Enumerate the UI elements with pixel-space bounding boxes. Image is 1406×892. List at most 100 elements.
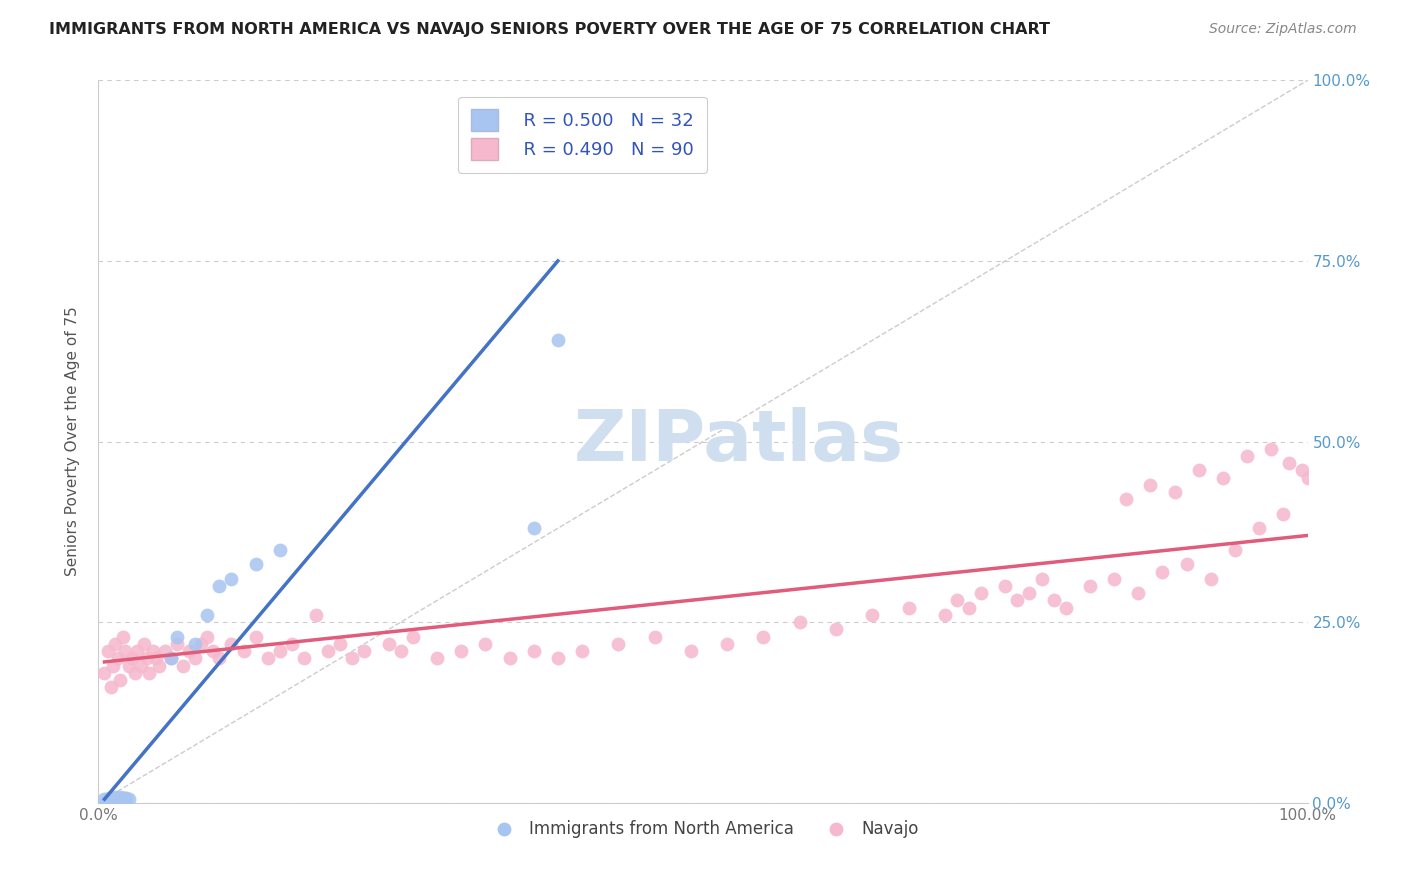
Point (994, 579, 1017, 593)
Point (97, 644, 120, 658)
Point (679, 644, 702, 658)
Point (166, 630, 188, 644)
Point (221, 572, 243, 586)
Point (474, 637, 496, 651)
Point (897, 600, 920, 615)
Point (789, 615, 811, 630)
Point (1296, 470, 1319, 484)
Point (970, 586, 993, 600)
Point (523, 644, 546, 658)
Point (208, 651, 231, 665)
Point (114, 644, 136, 658)
Point (145, 651, 167, 665)
Point (107, 651, 129, 665)
Point (134, 637, 156, 651)
Point (1042, 593, 1064, 607)
Point (108, 793, 131, 807)
Point (127, 644, 149, 658)
Point (1139, 478, 1161, 492)
Point (105, 790, 128, 805)
Point (118, 658, 141, 673)
Point (1212, 470, 1234, 484)
Point (860, 607, 883, 622)
Point (1115, 492, 1137, 507)
Point (1128, 586, 1150, 600)
Point (644, 630, 666, 644)
Point (195, 607, 218, 622)
Point (1291, 463, 1313, 477)
Point (1102, 572, 1125, 586)
Point (221, 637, 243, 651)
Point (402, 630, 425, 644)
Point (1163, 485, 1185, 500)
Point (104, 637, 127, 651)
Point (195, 630, 218, 644)
Point (202, 644, 225, 658)
Point (98, 791, 121, 805)
Point (498, 651, 520, 665)
Point (111, 791, 134, 805)
Point (1031, 572, 1053, 586)
Point (1278, 456, 1301, 470)
Point (281, 637, 304, 651)
Point (1223, 542, 1246, 557)
Text: ZIPatlas: ZIPatlas (574, 407, 904, 476)
Point (269, 542, 291, 557)
Point (138, 665, 160, 680)
Point (547, 334, 569, 348)
Point (232, 644, 254, 658)
Point (101, 658, 124, 673)
Point (172, 658, 194, 673)
Point (1260, 442, 1282, 456)
Point (245, 630, 267, 644)
Text: IMMIGRANTS FROM NORTH AMERICA VS NAVAJO SENIORS POVERTY OVER THE AGE OF 75 CORRE: IMMIGRANTS FROM NORTH AMERICA VS NAVAJO … (49, 22, 1050, 37)
Point (377, 637, 399, 651)
Point (1152, 565, 1174, 579)
Point (184, 651, 207, 665)
Point (184, 637, 207, 651)
Point (752, 630, 775, 644)
Point (166, 637, 188, 651)
Point (112, 790, 135, 805)
Point (100, 793, 122, 807)
Point (160, 651, 183, 665)
Point (103, 792, 125, 806)
Point (114, 792, 136, 806)
Point (353, 644, 375, 658)
Point (1018, 586, 1040, 600)
Point (108, 791, 131, 805)
Point (1236, 449, 1258, 463)
Point (607, 637, 630, 651)
Y-axis label: Seniors Poverty Over the Age of 75: Seniors Poverty Over the Age of 75 (65, 307, 80, 576)
Point (1249, 521, 1271, 535)
Point (121, 651, 143, 665)
Point (426, 651, 449, 665)
Point (160, 651, 183, 665)
Point (108, 790, 131, 805)
Point (547, 651, 569, 665)
Text: Source: ZipAtlas.com: Source: ZipAtlas.com (1209, 22, 1357, 37)
Point (523, 521, 546, 535)
Point (105, 793, 128, 807)
Point (1175, 558, 1198, 572)
Point (1188, 463, 1211, 477)
Point (93, 665, 115, 680)
Point (316, 644, 339, 658)
Point (342, 651, 364, 665)
Point (96, 794, 118, 808)
Point (124, 665, 146, 680)
Point (115, 791, 138, 805)
Point (256, 651, 278, 665)
Point (957, 600, 980, 615)
Point (100, 790, 122, 805)
Point (108, 673, 131, 687)
Legend: Immigrants from North America, Navajo: Immigrants from North America, Navajo (481, 814, 925, 845)
Point (93, 792, 115, 806)
Point (1199, 572, 1222, 586)
Point (135, 651, 157, 665)
Point (129, 658, 152, 673)
Point (111, 630, 134, 644)
Point (1054, 600, 1077, 615)
Point (292, 651, 315, 665)
Point (179, 644, 201, 658)
